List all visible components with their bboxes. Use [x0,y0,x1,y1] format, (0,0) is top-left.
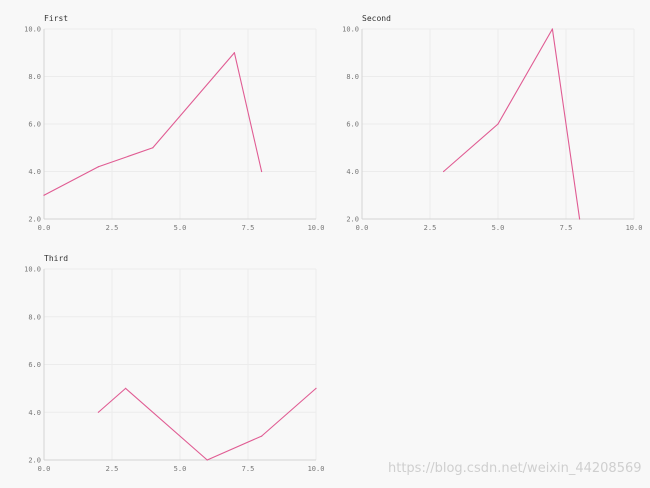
data-point [207,459,208,460]
data-point [443,171,444,172]
chart-title: Third [44,254,68,263]
chart-panel-2: Second 0.0 2.5 5.0 7.5 10.0 2.0 4.0 6.0 8.0 10.0 [342,14,642,232]
x-tick-label: 0.0 [356,224,369,232]
data-point [152,147,153,148]
y-tick-label: 6.0 [28,361,41,369]
x-tick-label: 5.0 [174,465,187,473]
data-point [497,123,498,124]
x-tick-label: 10.0 [308,465,325,473]
y-tick-label: 10.0 [24,26,41,34]
series-line [98,388,316,460]
x-tick-label: 10.0 [308,224,325,232]
data-point [125,388,126,389]
y-tick-label: 10.0 [342,26,359,34]
x-tick-label: 7.5 [242,465,255,473]
x-tick-label: 7.5 [242,224,255,232]
chart-panel-3: Third 0.0 2.5 5.0 7.5 10.0 2.0 4.0 6.0 8.0 10.0 [24,254,324,473]
x-tick-label: 5.0 [492,224,505,232]
x-tick-label: 7.5 [560,224,573,232]
data-point [579,218,580,219]
chart-title: First [44,14,68,23]
data-point [98,166,99,167]
y-tick-label: 2.0 [28,216,41,224]
y-tick-label: 4.0 [28,168,41,176]
x-tick-label: 2.5 [424,224,437,232]
x-tick-label: 5.0 [174,224,187,232]
y-tick-label: 2.0 [346,216,359,224]
chart-panel-1: First 0.0 2.5 5.0 7.5 10.0 2.0 4.0 6.0 8.0 10.0 [24,14,324,232]
y-tick-label: 8.0 [28,73,41,81]
chart-title: Second [362,14,391,23]
y-tick-label: 10.0 [24,266,41,274]
x-tick-label: 2.5 [106,224,119,232]
y-tick-label: 6.0 [346,121,359,129]
data-point [261,171,262,172]
y-tick-label: 4.0 [28,409,41,417]
y-tick-label: 8.0 [28,313,41,321]
y-tick-label: 6.0 [28,121,41,129]
data-point [98,412,99,413]
y-tick-label: 2.0 [28,457,41,465]
data-point [43,195,44,196]
data-point [261,436,262,437]
x-tick-label: 0.0 [38,224,51,232]
y-tick-label: 8.0 [346,73,359,81]
watermark: https://blog.csdn.net/weixin_44208569 [388,461,642,476]
y-tick-label: 4.0 [346,168,359,176]
data-point [315,388,316,389]
data-point [552,28,553,29]
x-tick-label: 10.0 [626,224,643,232]
x-tick-label: 2.5 [106,465,119,473]
x-tick-label: 0.0 [38,465,51,473]
data-point [234,52,235,53]
